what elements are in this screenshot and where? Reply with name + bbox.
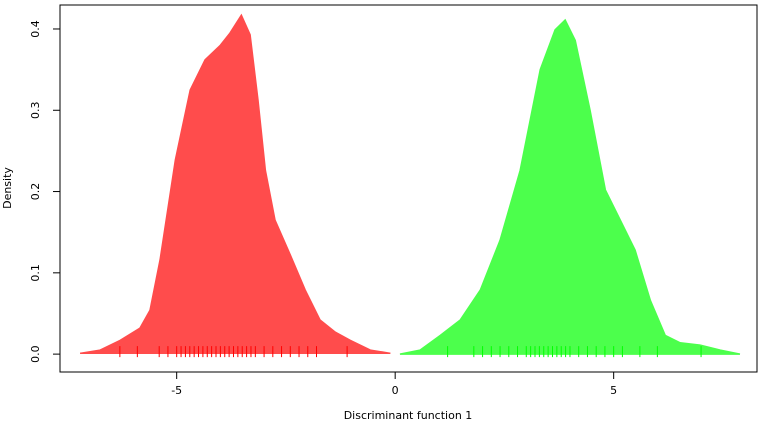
- x-axis-label: Discriminant function 1: [344, 409, 473, 422]
- x-tick-label: -5: [171, 384, 182, 397]
- x-tick-label: 0: [392, 384, 399, 397]
- density-area: [79, 13, 391, 355]
- y-tick-label: 0.2: [29, 183, 42, 201]
- density-area: [399, 18, 741, 355]
- y-tick-label: 0.0: [29, 345, 42, 363]
- y-axis-label: Density: [1, 167, 14, 209]
- y-tick-label: 0.4: [29, 20, 42, 38]
- x-tick-label: 5: [610, 384, 617, 397]
- y-tick-label: 0.3: [29, 102, 42, 120]
- y-tick-label: 0.1: [29, 264, 42, 282]
